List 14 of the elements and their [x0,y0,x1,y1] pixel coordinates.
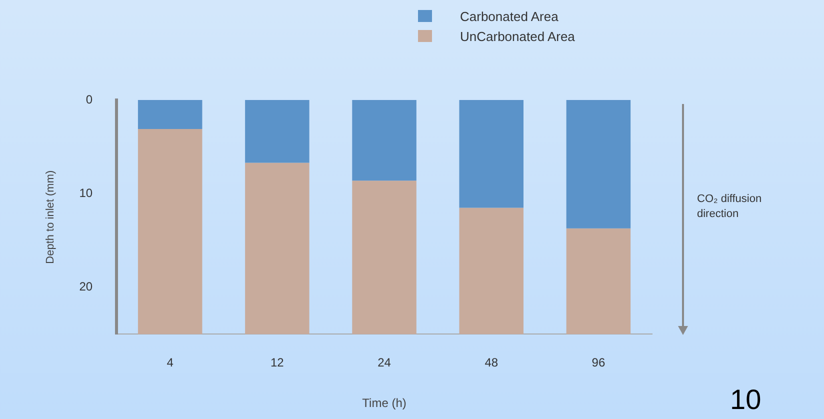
y-tick-label: 10 [79,186,93,200]
text: 10 [730,384,762,416]
x-tick-label: 4 [166,356,174,370]
y-tick-label: 0 [86,92,93,106]
x-tick-label: 96 [592,356,606,370]
x-tick-label: 48 [484,356,498,370]
text: CO₂ diffusion direction [697,192,763,222]
legend-label: Carbonated Area [460,8,558,24]
x-tick-label: 12 [270,356,284,370]
y-tick-label: 20 [79,280,93,294]
legend-label: UnCarbonated Area [460,28,575,44]
x-tick-label: 24 [378,356,392,370]
x-axis-title: Time (h) [362,396,406,410]
y-axis-title: Depth to inlet (mm) [44,170,57,264]
